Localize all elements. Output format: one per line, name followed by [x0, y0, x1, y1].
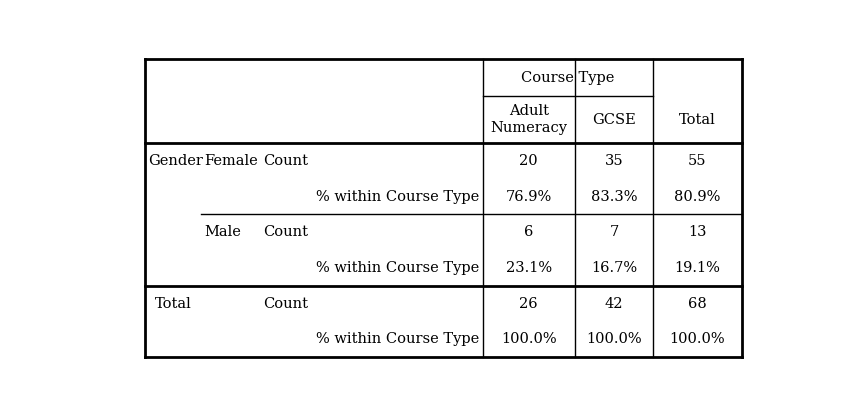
- Text: 20: 20: [519, 154, 538, 168]
- Text: GCSE: GCSE: [592, 112, 635, 126]
- Text: 55: 55: [689, 154, 706, 168]
- Text: 100.0%: 100.0%: [586, 332, 642, 346]
- Text: Count: Count: [263, 297, 308, 311]
- Text: Adult
Numeracy: Adult Numeracy: [490, 105, 567, 135]
- Text: Male: Male: [204, 225, 241, 239]
- Text: 6: 6: [524, 225, 533, 239]
- Text: 76.9%: 76.9%: [506, 190, 552, 204]
- Text: Female: Female: [204, 154, 258, 168]
- Text: 100.0%: 100.0%: [670, 332, 725, 346]
- Text: 7: 7: [609, 225, 618, 239]
- Text: % within Course Type: % within Course Type: [316, 332, 480, 346]
- Text: 68: 68: [688, 297, 707, 311]
- Text: 19.1%: 19.1%: [674, 261, 721, 275]
- Text: 100.0%: 100.0%: [501, 332, 557, 346]
- Text: % within Course Type: % within Course Type: [316, 261, 480, 275]
- Text: 16.7%: 16.7%: [591, 261, 637, 275]
- Text: Total: Total: [679, 112, 716, 126]
- Text: 42: 42: [605, 297, 624, 311]
- Text: Course Type: Course Type: [521, 70, 615, 84]
- Text: 35: 35: [605, 154, 624, 168]
- Text: 13: 13: [689, 225, 706, 239]
- Text: Gender: Gender: [148, 154, 203, 168]
- Text: 23.1%: 23.1%: [506, 261, 552, 275]
- Text: Total: Total: [155, 297, 191, 311]
- Text: % within Course Type: % within Course Type: [316, 190, 480, 204]
- Text: Count: Count: [263, 154, 308, 168]
- Text: 26: 26: [519, 297, 538, 311]
- Text: 80.9%: 80.9%: [674, 190, 721, 204]
- Text: 83.3%: 83.3%: [591, 190, 637, 204]
- Text: Count: Count: [263, 225, 308, 239]
